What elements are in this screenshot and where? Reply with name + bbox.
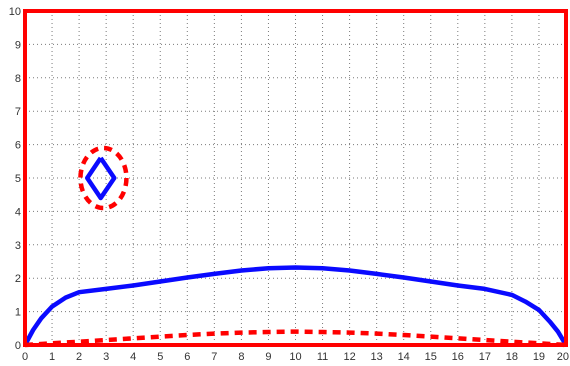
series-blue-diamond bbox=[84, 156, 117, 201]
x-tick-label: 0 bbox=[22, 351, 28, 363]
x-tick-label: 9 bbox=[265, 351, 271, 363]
series-blue-curve bbox=[23, 265, 568, 347]
x-tick-label: 1 bbox=[49, 351, 55, 363]
y-tick-label: 0 bbox=[15, 340, 21, 352]
x-tick-label: 10 bbox=[289, 351, 301, 363]
x-tick-label: 17 bbox=[479, 351, 491, 363]
plot-border bbox=[23, 9, 568, 347]
x-axis-ticks: 0 1 2 3 4 5 6 7 8 9 10 11 12 13 14 15 16 17 18 19 20 bbox=[22, 351, 569, 363]
x-tick-label: 3 bbox=[103, 351, 109, 363]
x-tick-label: 19 bbox=[533, 351, 545, 363]
x-tick-label: 2 bbox=[76, 351, 82, 363]
y-tick-label: 1 bbox=[15, 307, 21, 319]
y-tick-label: 5 bbox=[15, 173, 21, 185]
x-tick-label: 15 bbox=[425, 351, 437, 363]
x-tick-label: 7 bbox=[211, 351, 217, 363]
x-tick-label: 5 bbox=[157, 351, 163, 363]
x-tick-label: 8 bbox=[238, 351, 244, 363]
y-tick-label: 9 bbox=[15, 39, 21, 51]
x-tick-label: 13 bbox=[371, 351, 383, 363]
grid bbox=[25, 11, 566, 345]
x-tick-label: 6 bbox=[184, 351, 190, 363]
x-tick-label: 12 bbox=[343, 351, 355, 363]
x-tick-label: 11 bbox=[317, 351, 328, 363]
y-tick-label: 7 bbox=[15, 106, 21, 118]
x-tick-label: 4 bbox=[130, 351, 136, 363]
y-tick-label: 2 bbox=[15, 273, 21, 285]
x-tick-label: 18 bbox=[506, 351, 518, 363]
y-tick-label: 8 bbox=[15, 73, 21, 85]
series-red-dashed-curve bbox=[24, 329, 567, 348]
y-axis-ticks: 0 1 2 3 4 5 6 7 8 9 10 bbox=[9, 6, 21, 352]
y-tick-label: 10 bbox=[9, 6, 21, 18]
series-layer bbox=[23, 145, 568, 348]
x-tick-label: 14 bbox=[398, 351, 410, 363]
series-red-dashed-ellipse bbox=[78, 145, 129, 211]
x-tick-label: 16 bbox=[452, 351, 464, 363]
plot-frame bbox=[23, 9, 568, 347]
y-tick-label: 4 bbox=[15, 206, 21, 218]
x-tick-label: 20 bbox=[557, 351, 569, 363]
y-tick-label: 3 bbox=[15, 240, 21, 252]
y-tick-label: 6 bbox=[15, 140, 21, 152]
